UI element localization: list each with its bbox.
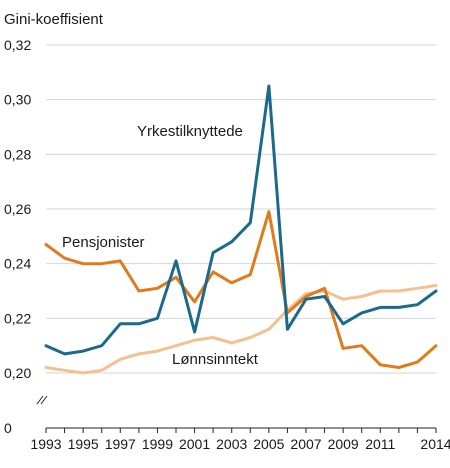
x-tick-1995: 1995 [68,436,99,452]
x-tick-2005: 2005 [253,436,284,452]
x-tick-2014: 2014 [420,436,450,452]
x-tick-2001: 2001 [179,436,210,452]
x-tick-2007: 2007 [290,436,321,452]
y-tick-0-26: 0,26 [4,201,31,217]
series-line-lonnsinntekt [44,284,438,375]
x-tick-1997: 1997 [105,436,136,452]
y-tick-0-30: 0,30 [4,92,31,108]
y-axis-label: Gini-koeffisient [4,11,104,28]
x-tick-labels: 1993 1995 1997 1999 2001 2003 2005 2007 2009 2011… [30,436,450,452]
x-axis [36,395,437,433]
x-tick-1993: 1993 [30,436,61,452]
annotation-lonnsinntekt: Lønnsinntekt [172,351,259,368]
axis-break-mark [36,395,48,405]
annotation-pensjonister: Pensjonister [62,234,145,251]
series-lines [44,84,438,375]
y-tick-0-20: 0,20 [4,365,31,381]
series-line-pensjonister [44,210,438,369]
x-tick-2009: 2009 [328,436,359,452]
series-annotations: Yrkestilknyttede Pensjonister Lønnsinntekt [62,123,259,368]
grid-lines [46,44,436,374]
y-tick-0-28: 0,28 [4,146,31,162]
y-tick-zero: 0 [4,420,12,436]
y-tick-labels: 0,20 0,22 0,24 0,26 0,28 0,30 0,32 0 [4,37,31,436]
x-tick-2011: 2011 [365,436,395,452]
x-tick-1999: 1999 [142,436,173,452]
x-tick-2003: 2003 [216,436,247,452]
annotation-yrkestilknyttede: Yrkestilknyttede [137,123,243,140]
y-tick-0-22: 0,22 [4,310,31,326]
series-line-yrkestilknyttede [44,84,438,356]
y-tick-0-32: 0,32 [4,37,31,53]
y-tick-0-24: 0,24 [4,256,31,272]
